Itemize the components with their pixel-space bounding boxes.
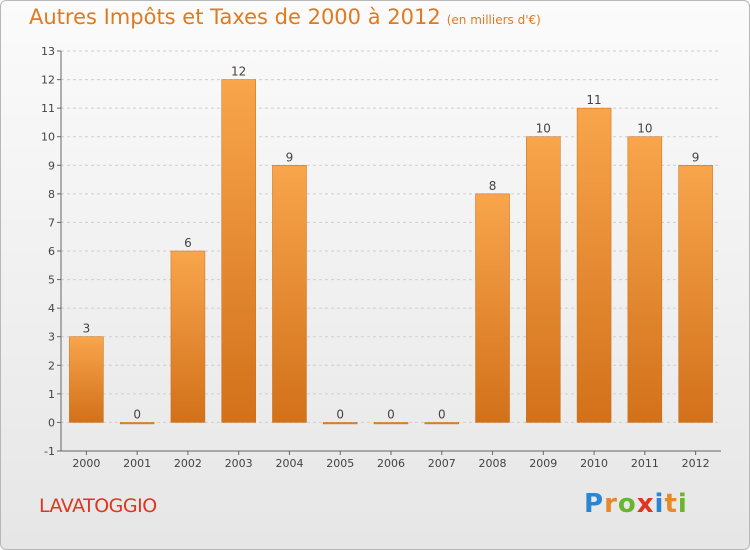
bar — [576, 107, 612, 423]
bar — [69, 336, 104, 423]
chart-title: Autres Impôts et Taxes de 2000 à 2012 (en… — [29, 5, 541, 29]
x-tick-label: 2009 — [529, 457, 557, 470]
x-tick-label: 2008 — [479, 457, 507, 470]
data-label: 3 — [83, 322, 91, 336]
bar — [373, 422, 409, 425]
data-label: 0 — [336, 407, 344, 421]
x-tick-label: 2012 — [682, 457, 710, 470]
data-label: 0 — [133, 407, 141, 421]
bar — [678, 165, 713, 423]
logo-letter: x — [636, 489, 655, 519]
y-tick-label: 6 — [48, 245, 55, 258]
x-tick-label: 2005 — [326, 457, 354, 470]
y-tick-label: 10 — [41, 131, 55, 144]
logo-letter: i — [677, 489, 688, 519]
y-tick-label: 13 — [41, 45, 55, 58]
proxiti-logo[interactable]: Proxiti — [584, 489, 688, 519]
y-tick-label: 4 — [48, 302, 55, 315]
data-label: 10 — [536, 122, 551, 136]
bar — [627, 136, 663, 423]
data-label: 0 — [438, 407, 446, 421]
grid-lines — [61, 50, 721, 423]
logo-letter: P — [584, 489, 605, 519]
y-tick-label: 9 — [48, 159, 55, 172]
bar — [170, 250, 206, 423]
data-labels: 3 0 6 12 9 0 0 0 8 10 11 10 9 — [83, 65, 700, 422]
y-tick-label: 12 — [41, 74, 55, 87]
x-tick-label: 2007 — [428, 457, 456, 470]
y-tick-label: 8 — [48, 188, 55, 201]
city-name: LAVATOGGIO — [39, 495, 157, 517]
x-tick-label: 2010 — [580, 457, 608, 470]
bar — [526, 136, 561, 423]
title-unit: (en milliers d'€) — [446, 13, 541, 27]
data-label: 9 — [692, 150, 700, 164]
logo-letter: t — [664, 489, 678, 519]
bars — [69, 79, 713, 425]
x-tick-label: 2001 — [123, 457, 151, 470]
data-label: 11 — [586, 93, 601, 107]
y-tick-label: 1 — [48, 388, 55, 401]
y-tick-label: 11 — [41, 102, 55, 115]
y-tick-label: -1 — [44, 445, 55, 458]
logo-letter: o — [617, 489, 637, 519]
x-tick-label: 2006 — [377, 457, 405, 470]
x-tick-label: 2011 — [631, 457, 659, 470]
data-label: 10 — [637, 122, 652, 136]
x-tick-label: 2000 — [72, 457, 100, 470]
logo-letter: i — [654, 489, 665, 519]
bar — [119, 422, 155, 425]
bar — [221, 79, 256, 423]
x-tick-label: 2002 — [174, 457, 202, 470]
y-tick-label: 0 — [48, 416, 55, 429]
data-label: 0 — [387, 407, 395, 421]
y-tick-label: 3 — [48, 331, 55, 344]
data-label: 12 — [231, 65, 246, 79]
x-tick-label: 2003 — [225, 457, 253, 470]
bar — [322, 422, 358, 425]
bar — [424, 422, 460, 425]
y-tick-label: 5 — [48, 274, 55, 287]
data-label: 8 — [489, 179, 497, 193]
x-axis: 2000 2001 2002 2003 2004 2005 2006 2007 2008 2009… — [61, 450, 721, 470]
y-tick-label: 7 — [48, 216, 55, 229]
data-label: 6 — [184, 236, 192, 250]
logo-letter: r — [604, 489, 618, 519]
x-tick-label: 2004 — [275, 457, 303, 470]
bar — [475, 193, 510, 423]
y-tick-label: 2 — [48, 359, 55, 372]
title-text: Autres Impôts et Taxes de 2000 à 2012 — [29, 5, 441, 29]
data-label: 9 — [286, 150, 294, 164]
bar — [272, 165, 307, 423]
